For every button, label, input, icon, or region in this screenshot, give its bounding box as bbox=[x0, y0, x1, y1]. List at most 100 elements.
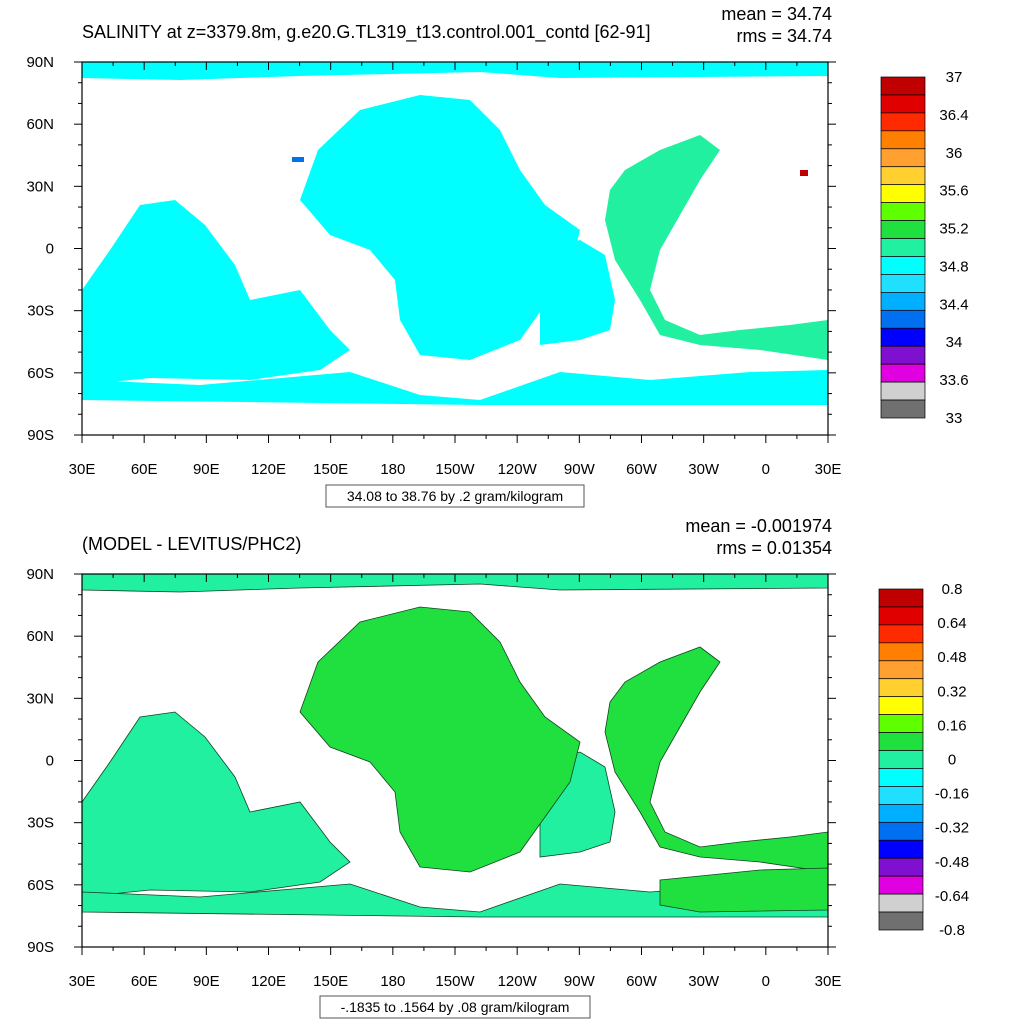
x-tick-label: 150W bbox=[435, 973, 475, 990]
colorbar-swatch bbox=[880, 274, 926, 293]
colorbar-swatch bbox=[880, 220, 926, 239]
pacific-ocean bbox=[299, 606, 581, 873]
x-tick-label: 120E bbox=[251, 461, 286, 478]
panel-difference: (MODEL - LEVITUS/PHC2) mean = -0.001974 … bbox=[26, 516, 969, 1019]
colorbar-swatch bbox=[880, 238, 926, 257]
panel-title: (MODEL - LEVITUS/PHC2) bbox=[82, 534, 301, 554]
panel-salinity: SALINITY at z=3379.8m, g.e20.G.TL319_t13… bbox=[26, 4, 969, 508]
colorbar-label: 0.16 bbox=[937, 717, 966, 734]
colorbar-swatch bbox=[880, 166, 926, 186]
colorbar-swatch bbox=[878, 911, 924, 931]
low-salinity-spot bbox=[292, 157, 304, 162]
x-tick-label: 30W bbox=[688, 973, 720, 990]
x-tick-label: 120W bbox=[498, 973, 538, 990]
x-ticks: 30E 60E 90E 120E 150E 180 150W 120W 90W 60W 30W 0 30… bbox=[69, 62, 841, 478]
north-atlantic bbox=[604, 646, 828, 873]
colorbar-swatch bbox=[878, 696, 924, 715]
plot-frame bbox=[81, 573, 829, 948]
colorbar-swatch bbox=[878, 768, 924, 787]
x-tick-label: 60E bbox=[131, 461, 158, 478]
x-tick-label: 180 bbox=[380, 973, 405, 990]
x-tick-label: 0 bbox=[762, 973, 770, 990]
colorbar-swatch bbox=[878, 857, 924, 877]
rms-label: rms = 34.74 bbox=[736, 26, 832, 46]
rms-label: rms = 0.01354 bbox=[716, 538, 832, 558]
north-atlantic bbox=[605, 135, 828, 360]
y-tick-label: 90S bbox=[27, 939, 54, 956]
y-tick-label: 60S bbox=[27, 365, 54, 382]
colorbar-label: 34.8 bbox=[939, 258, 968, 275]
y-ticks: 90N 60N 30N 0 30S 60S 90S bbox=[26, 54, 836, 444]
y-tick-label: 60N bbox=[26, 628, 54, 645]
colorbar-swatch bbox=[878, 660, 924, 680]
colorbar-label: 0.8 bbox=[942, 581, 963, 598]
indian-ocean bbox=[82, 200, 350, 385]
x-tick-label: 90E bbox=[193, 973, 220, 990]
y-tick-label: 30S bbox=[27, 303, 54, 320]
y-ticks: 90N 60N 30N 0 30S 60S 90S bbox=[26, 566, 836, 956]
x-tick-label: 30E bbox=[815, 973, 842, 990]
x-tick-label: 0 bbox=[762, 461, 770, 478]
x-tick-label: 120W bbox=[498, 461, 538, 478]
southern-ocean bbox=[82, 881, 828, 918]
south-pacific-patch bbox=[659, 867, 828, 913]
colorbar-swatch bbox=[880, 363, 926, 383]
colorbar-label: 36.4 bbox=[939, 107, 968, 124]
panel-title: SALINITY at z=3379.8m, g.e20.G.TL319_t13… bbox=[82, 22, 651, 43]
colorbar-label: -0.16 bbox=[935, 786, 969, 803]
x-tick-label: 90W bbox=[564, 973, 596, 990]
colorbar: 0.8 0.64 0.48 0.32 0.16 0 -0.16 -0.32 -0.48 -0.64… bbox=[878, 581, 969, 939]
colorbar-swatch bbox=[878, 624, 924, 644]
colorbar-swatch bbox=[878, 875, 924, 895]
caption: -.1835 to .1564 by .08 gram/kilogram bbox=[341, 999, 570, 1015]
y-tick-label: 0 bbox=[46, 753, 54, 770]
colorbar-label: 34 bbox=[946, 334, 963, 351]
colorbar-swatch bbox=[880, 292, 926, 311]
colorbar-swatch bbox=[880, 327, 926, 347]
colorbar-swatch bbox=[878, 804, 924, 823]
colorbar-label: 33.6 bbox=[939, 372, 968, 389]
colorbar-swatch bbox=[880, 112, 926, 132]
colorbar-label: -0.64 bbox=[935, 888, 969, 905]
colorbar-label: 0.64 bbox=[937, 615, 966, 632]
map-field bbox=[82, 574, 828, 947]
colorbar-swatch bbox=[880, 309, 926, 329]
x-tick-label: 90W bbox=[564, 461, 596, 478]
colorbar-label: 0 bbox=[948, 752, 956, 769]
x-tick-label: 150E bbox=[313, 461, 348, 478]
y-tick-label: 60S bbox=[27, 877, 54, 894]
colorbar-swatch bbox=[880, 345, 926, 365]
map-field bbox=[82, 62, 828, 435]
colorbar-swatch bbox=[880, 256, 926, 275]
mean-label: mean = -0.001974 bbox=[685, 516, 832, 536]
south-atlantic bbox=[540, 240, 615, 345]
colorbar-label: -0.32 bbox=[935, 820, 969, 837]
x-tick-label: 60W bbox=[626, 461, 658, 478]
x-tick-label: 150E bbox=[313, 973, 348, 990]
y-tick-label: 90N bbox=[26, 566, 54, 583]
colorbar-swatch bbox=[878, 839, 924, 859]
colorbar-swatch bbox=[878, 678, 924, 698]
colorbar-swatch bbox=[880, 148, 926, 168]
x-tick-label: 30E bbox=[69, 973, 96, 990]
caption-box bbox=[325, 484, 585, 508]
colorbar-swatch bbox=[878, 893, 924, 913]
x-tick-label: 90E bbox=[193, 461, 220, 478]
colorbar-label: 0.32 bbox=[937, 683, 966, 700]
southern-ocean bbox=[82, 370, 828, 405]
colorbar-label: 37 bbox=[946, 69, 963, 86]
colorbar-swatch bbox=[880, 130, 926, 150]
colorbar-swatch bbox=[878, 786, 924, 805]
colorbar-label: 35.6 bbox=[939, 183, 968, 200]
x-tick-label: 30W bbox=[688, 461, 720, 478]
y-tick-label: 90S bbox=[27, 427, 54, 444]
y-tick-label: 60N bbox=[26, 116, 54, 133]
colorbar-swatch bbox=[880, 399, 926, 419]
colorbar-swatch bbox=[878, 642, 924, 662]
x-ticks: 30E 60E 90E 120E 150E 180 150W 120W 90W 60W 30W 0 30… bbox=[69, 574, 842, 990]
colorbar-swatch bbox=[878, 606, 924, 626]
colorbar-swatch bbox=[878, 714, 924, 733]
colorbar-swatch bbox=[880, 94, 926, 114]
x-tick-label: 120E bbox=[251, 973, 286, 990]
